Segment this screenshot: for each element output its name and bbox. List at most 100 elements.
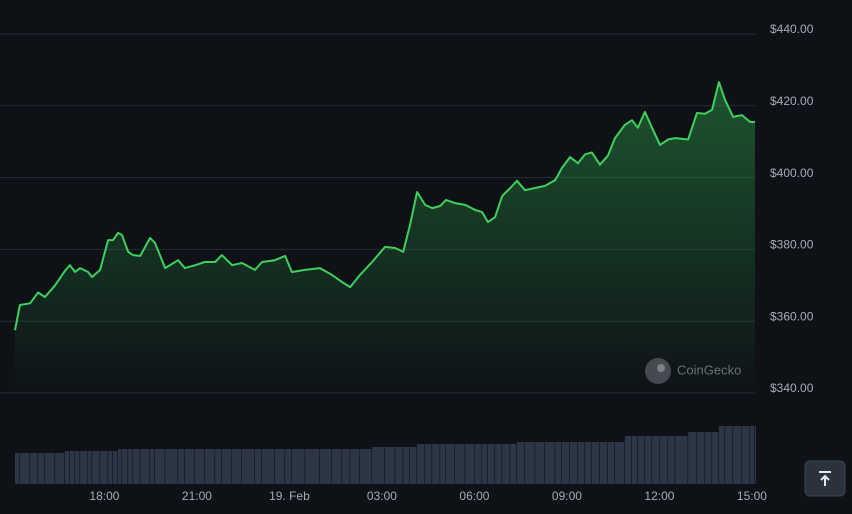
- volume-bar: [535, 442, 545, 484]
- volume-bar: [725, 426, 733, 484]
- volume-bar: [64, 451, 70, 484]
- volume-bar: [117, 449, 122, 484]
- volume-bar: [688, 432, 697, 484]
- watermark: CoinGecko: [645, 358, 741, 384]
- volume-bar: [482, 444, 488, 484]
- volume-bar: [624, 436, 632, 484]
- volume-bar: [55, 453, 65, 484]
- volume-bar: [150, 449, 155, 484]
- volume-bar: [88, 451, 92, 484]
- volume-bar: [215, 449, 222, 484]
- volume-bar: [385, 447, 395, 484]
- volume-bar: [305, 449, 320, 484]
- volume-bar: [644, 436, 652, 484]
- volume-bar: [44, 453, 55, 484]
- volume-bar: [432, 444, 440, 484]
- volume-bar: [599, 442, 608, 484]
- volume-bar: [241, 449, 255, 484]
- volume-bar: [319, 449, 332, 484]
- volume-bar: [403, 447, 410, 484]
- volume-bar: [742, 426, 750, 484]
- volume-bar: [516, 442, 525, 484]
- x-tick-label: 09:00: [552, 489, 582, 503]
- volume-bar: [221, 449, 232, 484]
- volume-bar: [465, 444, 475, 484]
- x-tick-label: 15:00: [737, 489, 767, 503]
- volume-bar: [524, 442, 535, 484]
- y-tick-label: $400.00: [770, 166, 814, 180]
- volume-bar: [502, 444, 510, 484]
- volume-bar: [718, 426, 725, 484]
- volume-bar: [668, 436, 675, 484]
- volume-bar: [69, 451, 75, 484]
- watermark-text: CoinGecko: [677, 362, 741, 377]
- x-tick-label: 21:00: [182, 489, 212, 503]
- volume-bar: [585, 442, 592, 484]
- volume-bar: [675, 436, 688, 484]
- volume-bar: [591, 442, 600, 484]
- volume-bar: [440, 444, 446, 484]
- volume-bar: [140, 449, 150, 484]
- volume-bar: [578, 442, 585, 484]
- volume-bar: [30, 453, 38, 484]
- volume-bar: [360, 449, 372, 484]
- volume-bar: [108, 451, 113, 484]
- plot: $340.00 $360.00 $380.00 $400.00 $420.00 $440.…: [0, 22, 814, 503]
- scroll-top-button[interactable]: [804, 460, 846, 497]
- volume-bar: [475, 444, 482, 484]
- volume-bar: [697, 432, 705, 484]
- volume-bar: [372, 447, 385, 484]
- volume-bar: [454, 444, 465, 484]
- volume-bar: [291, 449, 305, 484]
- volume-bar: [331, 449, 342, 484]
- volume-bar: [561, 442, 570, 484]
- volume-bar: [652, 436, 660, 484]
- volume-bar: [446, 444, 455, 484]
- volume-bar: [154, 449, 165, 484]
- volume-bar: [195, 449, 205, 484]
- volume-bar: [615, 442, 625, 484]
- volume-bar: [425, 444, 432, 484]
- x-tick-label: 12:00: [644, 489, 674, 503]
- volume-bar: [133, 449, 140, 484]
- volume-bar: [555, 442, 562, 484]
- volume-bar: [607, 442, 615, 484]
- x-tick-label: 03:00: [367, 489, 397, 503]
- volume-bar: [570, 442, 578, 484]
- volume-bar: [128, 449, 133, 484]
- y-tick-label: $440.00: [770, 22, 814, 36]
- x-tick-label: 06:00: [459, 489, 489, 503]
- volume-bar: [232, 449, 242, 484]
- volume-bar: [254, 449, 262, 484]
- volume-bar: [184, 449, 195, 484]
- volume-bar: [733, 426, 742, 484]
- volume-bar: [92, 451, 100, 484]
- volume-bar: [409, 447, 417, 484]
- price-area: [15, 82, 755, 393]
- y-tick-label: $360.00: [770, 309, 814, 323]
- y-tick-label: $380.00: [770, 238, 814, 252]
- volume-bar: [75, 451, 80, 484]
- volume-bar: [545, 442, 555, 484]
- volume-bar: [631, 436, 638, 484]
- volume-bar: [395, 447, 403, 484]
- volume-bar: [38, 453, 45, 484]
- volume-bar: [80, 451, 88, 484]
- volume-bar: [285, 449, 292, 484]
- volume-bar: [342, 449, 350, 484]
- volume-bar: [495, 444, 502, 484]
- price-line: [14, 81, 755, 331]
- volume-bar: [100, 451, 108, 484]
- y-tick-label: $420.00: [770, 94, 814, 108]
- volume-bar: [113, 451, 118, 484]
- volume-bar: [15, 453, 20, 484]
- x-tick-label: 18:00: [89, 489, 119, 503]
- volume-bar: [637, 436, 645, 484]
- volume-bar: [350, 449, 360, 484]
- volume-bar: [417, 444, 425, 484]
- volume-bar: [261, 449, 275, 484]
- volume-bar: [750, 426, 755, 484]
- volume-bar: [712, 432, 719, 484]
- volume-bar: [510, 444, 517, 484]
